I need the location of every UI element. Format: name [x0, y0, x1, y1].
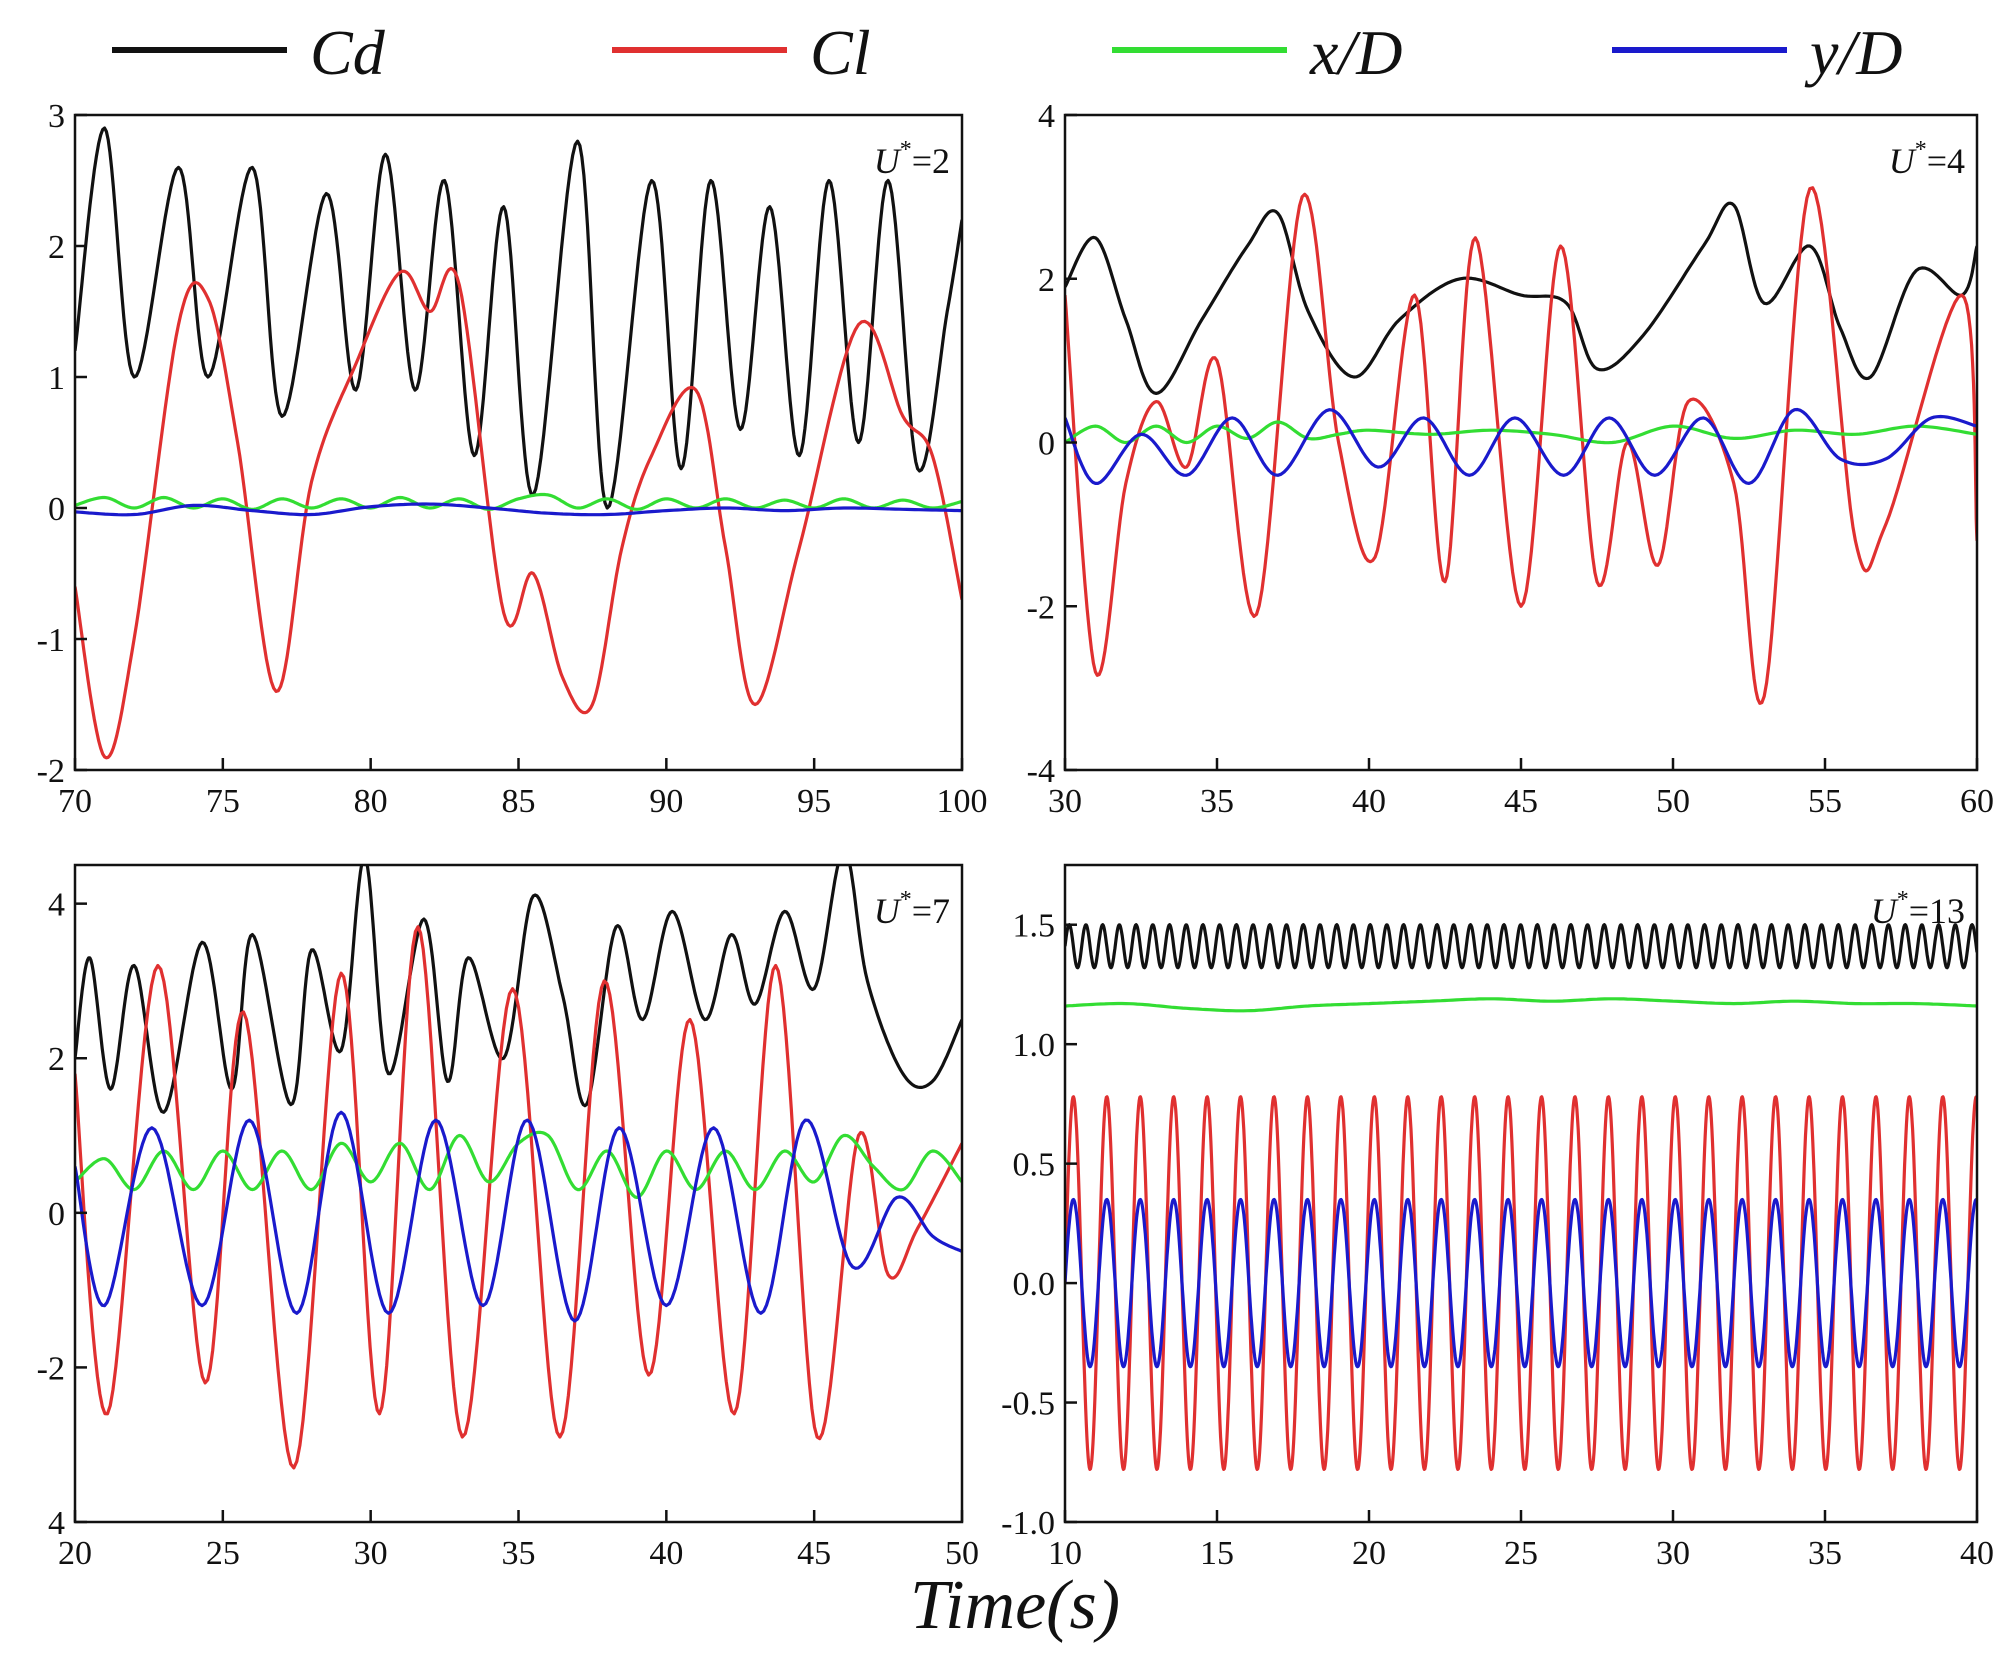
series-line-cl	[75, 925, 962, 1470]
panel-annotation: U*=2	[874, 137, 950, 181]
legend: Cd Cl x/D y/D	[112, 17, 1902, 88]
y-tick-label: 2	[48, 229, 65, 266]
panel-1: 30 35 40 45 50 55 60 -4 -2 0 2 4 U*=4	[1027, 98, 1994, 820]
x-tick-label: 35	[1200, 783, 1234, 820]
y-tick-label: 0	[48, 491, 65, 528]
panel-annotation: U*=7	[874, 887, 950, 931]
series-line-cd	[1065, 201, 1977, 395]
x-tick-label: 25	[206, 1535, 240, 1572]
y-tick-label: 0	[48, 1196, 65, 1233]
plot-frame	[73, 113, 964, 772]
annotation-value: =4	[1927, 141, 1965, 181]
y-tick-label: -1.0	[1001, 1505, 1055, 1542]
x-tick-label: 95	[797, 783, 831, 820]
series-line-y-d	[75, 1110, 962, 1323]
series-line-x-d	[1065, 420, 1977, 445]
plot-frame	[73, 863, 964, 1524]
x-tick-label: 60	[1960, 783, 1994, 820]
annotation-value: =2	[912, 141, 950, 181]
series-group	[75, 865, 962, 1470]
plot-frame	[1063, 113, 1979, 772]
x-tick-label: 75	[206, 783, 240, 820]
series-line-cl	[1065, 186, 1977, 705]
annotation-prefix: U	[874, 891, 902, 931]
x-tick-label: 100	[937, 783, 988, 820]
x-tick-label: 70	[58, 783, 92, 820]
y-tick-label: -2	[37, 1350, 65, 1387]
y-tick-label: 4	[1038, 98, 1055, 135]
y-tick-label: 0.5	[1013, 1147, 1056, 1184]
x-tick-label: 30	[1656, 1535, 1690, 1572]
x-tick-label: 45	[797, 1535, 831, 1572]
annotation-sup: *	[1915, 137, 1927, 163]
x-tick-label: 15	[1200, 1535, 1234, 1572]
x-tick-label: 50	[945, 1535, 979, 1572]
x-tick-label: 85	[502, 783, 536, 820]
panel-annotation: U*=13	[1871, 887, 1965, 931]
series-group	[1065, 186, 1977, 705]
y-tick-label: -2	[1027, 589, 1055, 626]
y-tick-label: 1.5	[1013, 908, 1056, 945]
x-tick-label: 25	[1504, 1535, 1538, 1572]
y-tick-label: 3	[48, 98, 65, 135]
y-tick-label: 2	[1038, 262, 1055, 299]
annotation-prefix: U	[1871, 891, 1899, 931]
y-tick-label: 2	[48, 1041, 65, 1078]
x-tick-label: 30	[354, 1535, 388, 1572]
series-line-cd	[75, 865, 962, 1114]
x-tick-label: 80	[354, 783, 388, 820]
x-axis-label: Time(s)	[910, 1567, 1120, 1644]
legend-label-0: Cd	[310, 17, 386, 88]
y-tick-label: 1	[48, 360, 65, 397]
series-line-y-d	[1065, 407, 1977, 485]
annotation-sup: *	[900, 137, 912, 163]
panel-0: 70 75 80 85 90 95 100 -2 -1 0 1 2 3 U*=2	[37, 98, 988, 820]
series-line-y-d	[1065, 1197, 1977, 1369]
annotation-prefix: U	[874, 141, 902, 181]
y-tick-label: -2	[37, 753, 65, 790]
x-tick-label: 40	[1960, 1535, 1994, 1572]
y-tick-label: 0.0	[1013, 1266, 1056, 1303]
x-tick-label: 90	[649, 783, 683, 820]
panel-annotation: U*=4	[1889, 137, 1965, 181]
series-group	[75, 126, 962, 760]
y-tick-label: -1	[37, 622, 65, 659]
y-tick-label: -4	[1027, 753, 1055, 790]
annotation-prefix: U	[1889, 141, 1917, 181]
annotation-sup: *	[900, 887, 912, 913]
legend-label-2: x/D	[1309, 17, 1402, 88]
series-line-cd	[75, 126, 962, 510]
series-line-x-d	[1065, 997, 1977, 1013]
x-tick-label: 20	[1352, 1535, 1386, 1572]
y-tick-label: 4	[48, 887, 65, 924]
annotation-value: =13	[1909, 891, 1965, 931]
x-tick-label: 50	[1656, 783, 1690, 820]
series-line-y-d	[75, 502, 962, 517]
x-tick-label: 20	[58, 1535, 92, 1572]
x-tick-label: 40	[1352, 783, 1386, 820]
y-tick-label: 0	[1038, 426, 1055, 463]
x-tick-label: 55	[1808, 783, 1842, 820]
annotation-value: =7	[912, 891, 950, 931]
y-tick-label: 1.0	[1013, 1027, 1056, 1064]
series-line-cd	[1065, 923, 1977, 970]
panel-3: 10 15 20 25 30 35 40 -1.0 -0.5 0.0 0.5 1.0 1.5 U*=13	[1001, 863, 1994, 1572]
x-tick-label: 10	[1048, 1535, 1082, 1572]
x-tick-label: 30	[1048, 783, 1082, 820]
series-line-cl	[75, 266, 962, 760]
y-tick-label: 4	[48, 1505, 65, 1542]
x-tick-label: 35	[1808, 1535, 1842, 1572]
y-tick-label: -0.5	[1001, 1386, 1055, 1423]
series-line-cl	[1065, 1095, 1977, 1471]
series-group	[1065, 923, 1977, 1471]
panel-2: 20 25 30 35 40 45 50 4 -2 0 2 4 U*=7	[37, 863, 979, 1572]
legend-label-1: Cl	[810, 17, 870, 88]
x-tick-label: 45	[1504, 783, 1538, 820]
annotation-sup: *	[1897, 887, 1909, 913]
x-tick-label: 35	[502, 1535, 536, 1572]
legend-label-3: y/D	[1804, 17, 1902, 88]
x-tick-label: 40	[649, 1535, 683, 1572]
